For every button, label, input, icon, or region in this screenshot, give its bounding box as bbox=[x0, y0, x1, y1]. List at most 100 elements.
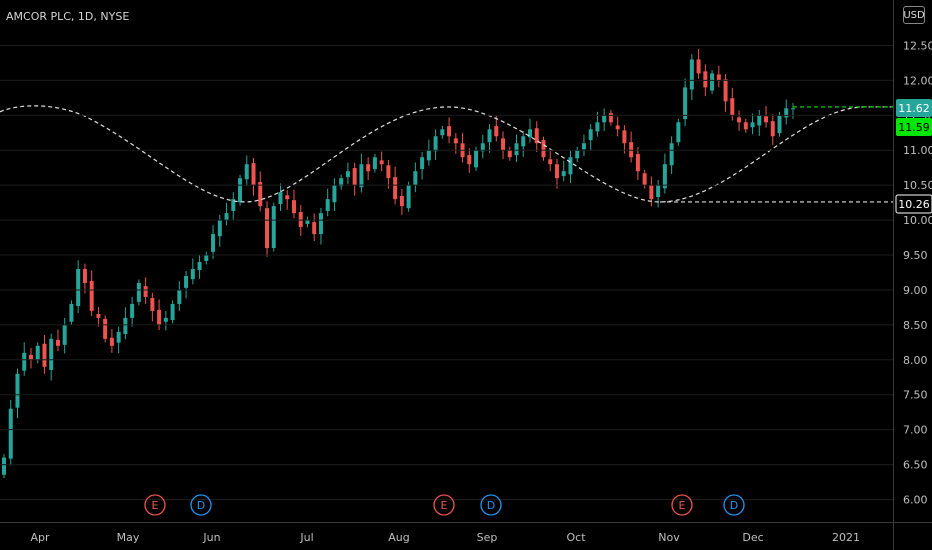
candle[interactable] bbox=[123, 307, 128, 340]
candle[interactable] bbox=[49, 333, 54, 381]
candle[interactable] bbox=[211, 225, 216, 259]
candle[interactable] bbox=[312, 213, 317, 242]
candle[interactable] bbox=[62, 317, 67, 354]
candle[interactable] bbox=[103, 315, 108, 343]
candle[interactable] bbox=[696, 48, 701, 79]
candle[interactable] bbox=[710, 69, 715, 95]
candle[interactable] bbox=[669, 136, 674, 174]
candle[interactable] bbox=[96, 307, 101, 327]
candle[interactable] bbox=[581, 134, 586, 157]
candle[interactable] bbox=[204, 251, 209, 265]
candle[interactable] bbox=[770, 114, 775, 146]
candle[interactable] bbox=[568, 150, 573, 184]
candle[interactable] bbox=[136, 279, 141, 306]
candle[interactable] bbox=[608, 109, 613, 126]
earnings-event-marker[interactable]: E bbox=[433, 494, 455, 516]
candle[interactable] bbox=[109, 329, 114, 353]
candle[interactable] bbox=[28, 347, 33, 369]
candle[interactable] bbox=[285, 190, 290, 210]
candle[interactable] bbox=[345, 162, 350, 185]
candle[interactable] bbox=[82, 263, 87, 294]
candle[interactable] bbox=[265, 201, 269, 257]
dividend-event-marker[interactable]: D bbox=[190, 494, 212, 516]
candle[interactable] bbox=[197, 255, 202, 279]
candle[interactable] bbox=[642, 169, 647, 189]
candle[interactable] bbox=[177, 281, 182, 311]
candle[interactable] bbox=[433, 129, 438, 161]
candle[interactable] bbox=[231, 192, 236, 220]
candle[interactable] bbox=[507, 146, 512, 161]
candle[interactable] bbox=[602, 108, 607, 132]
candle[interactable] bbox=[399, 189, 404, 215]
candle[interactable] bbox=[163, 310, 168, 331]
candle[interactable] bbox=[318, 207, 323, 245]
candle[interactable] bbox=[89, 270, 94, 317]
candle[interactable] bbox=[777, 111, 782, 137]
candle[interactable] bbox=[575, 146, 580, 162]
candle[interactable] bbox=[143, 277, 148, 304]
candle[interactable] bbox=[554, 158, 559, 189]
candle[interactable] bbox=[561, 160, 566, 182]
candle[interactable] bbox=[244, 155, 249, 187]
candle[interactable] bbox=[764, 105, 769, 128]
candle[interactable] bbox=[325, 188, 330, 217]
candle[interactable] bbox=[737, 110, 742, 132]
candle[interactable] bbox=[406, 181, 411, 212]
candle[interactable] bbox=[8, 399, 13, 466]
candle[interactable] bbox=[2, 454, 6, 479]
candle[interactable] bbox=[588, 124, 593, 151]
candle[interactable] bbox=[150, 292, 155, 322]
candle[interactable] bbox=[55, 329, 60, 352]
candle[interactable] bbox=[548, 150, 553, 172]
candle[interactable] bbox=[521, 131, 526, 157]
candle[interactable] bbox=[460, 132, 465, 163]
candle[interactable] bbox=[22, 342, 27, 376]
candle[interactable] bbox=[69, 300, 74, 326]
candle[interactable] bbox=[514, 134, 519, 163]
candle[interactable] bbox=[723, 74, 728, 112]
candle[interactable] bbox=[238, 174, 243, 206]
candle[interactable] bbox=[352, 162, 357, 196]
earnings-event-marker[interactable]: E bbox=[671, 494, 693, 516]
candle[interactable] bbox=[791, 103, 795, 119]
candle[interactable] bbox=[629, 131, 634, 163]
dividend-event-marker[interactable]: D bbox=[480, 494, 502, 516]
candle[interactable] bbox=[494, 115, 499, 142]
candle[interactable] bbox=[784, 99, 789, 125]
candle[interactable] bbox=[534, 121, 539, 152]
candle[interactable] bbox=[170, 300, 175, 324]
candle[interactable] bbox=[716, 65, 721, 88]
candle[interactable] bbox=[743, 118, 748, 133]
candle[interactable] bbox=[541, 136, 546, 161]
candle[interactable] bbox=[184, 270, 189, 299]
candle[interactable] bbox=[750, 113, 755, 135]
candle[interactable] bbox=[501, 131, 506, 159]
candle[interactable] bbox=[689, 54, 694, 100]
candle[interactable] bbox=[635, 147, 640, 180]
candle[interactable] bbox=[480, 134, 485, 159]
candle[interactable] bbox=[615, 116, 620, 137]
price-axis[interactable]: 12.5012.0011.5011.0010.5010.009.509.008.… bbox=[0, 39, 932, 507]
candle[interactable] bbox=[258, 171, 263, 212]
candle[interactable] bbox=[224, 202, 229, 226]
candle[interactable] bbox=[426, 139, 431, 166]
candle[interactable] bbox=[420, 151, 425, 180]
candle[interactable] bbox=[662, 153, 667, 194]
candle[interactable] bbox=[251, 157, 256, 196]
candle[interactable] bbox=[528, 118, 532, 143]
candle[interactable] bbox=[656, 179, 661, 208]
candle[interactable] bbox=[487, 124, 492, 153]
candle[interactable] bbox=[467, 148, 472, 173]
candle[interactable] bbox=[157, 299, 162, 331]
candle[interactable] bbox=[413, 162, 418, 193]
candle[interactable] bbox=[386, 160, 391, 189]
candle[interactable] bbox=[130, 296, 135, 327]
candle[interactable] bbox=[379, 151, 384, 172]
candle[interactable] bbox=[757, 110, 762, 136]
dividend-event-marker[interactable]: D bbox=[723, 494, 745, 516]
candle[interactable] bbox=[42, 335, 47, 374]
candle[interactable] bbox=[359, 153, 364, 193]
candle[interactable] bbox=[676, 118, 681, 146]
candle[interactable] bbox=[622, 125, 627, 154]
